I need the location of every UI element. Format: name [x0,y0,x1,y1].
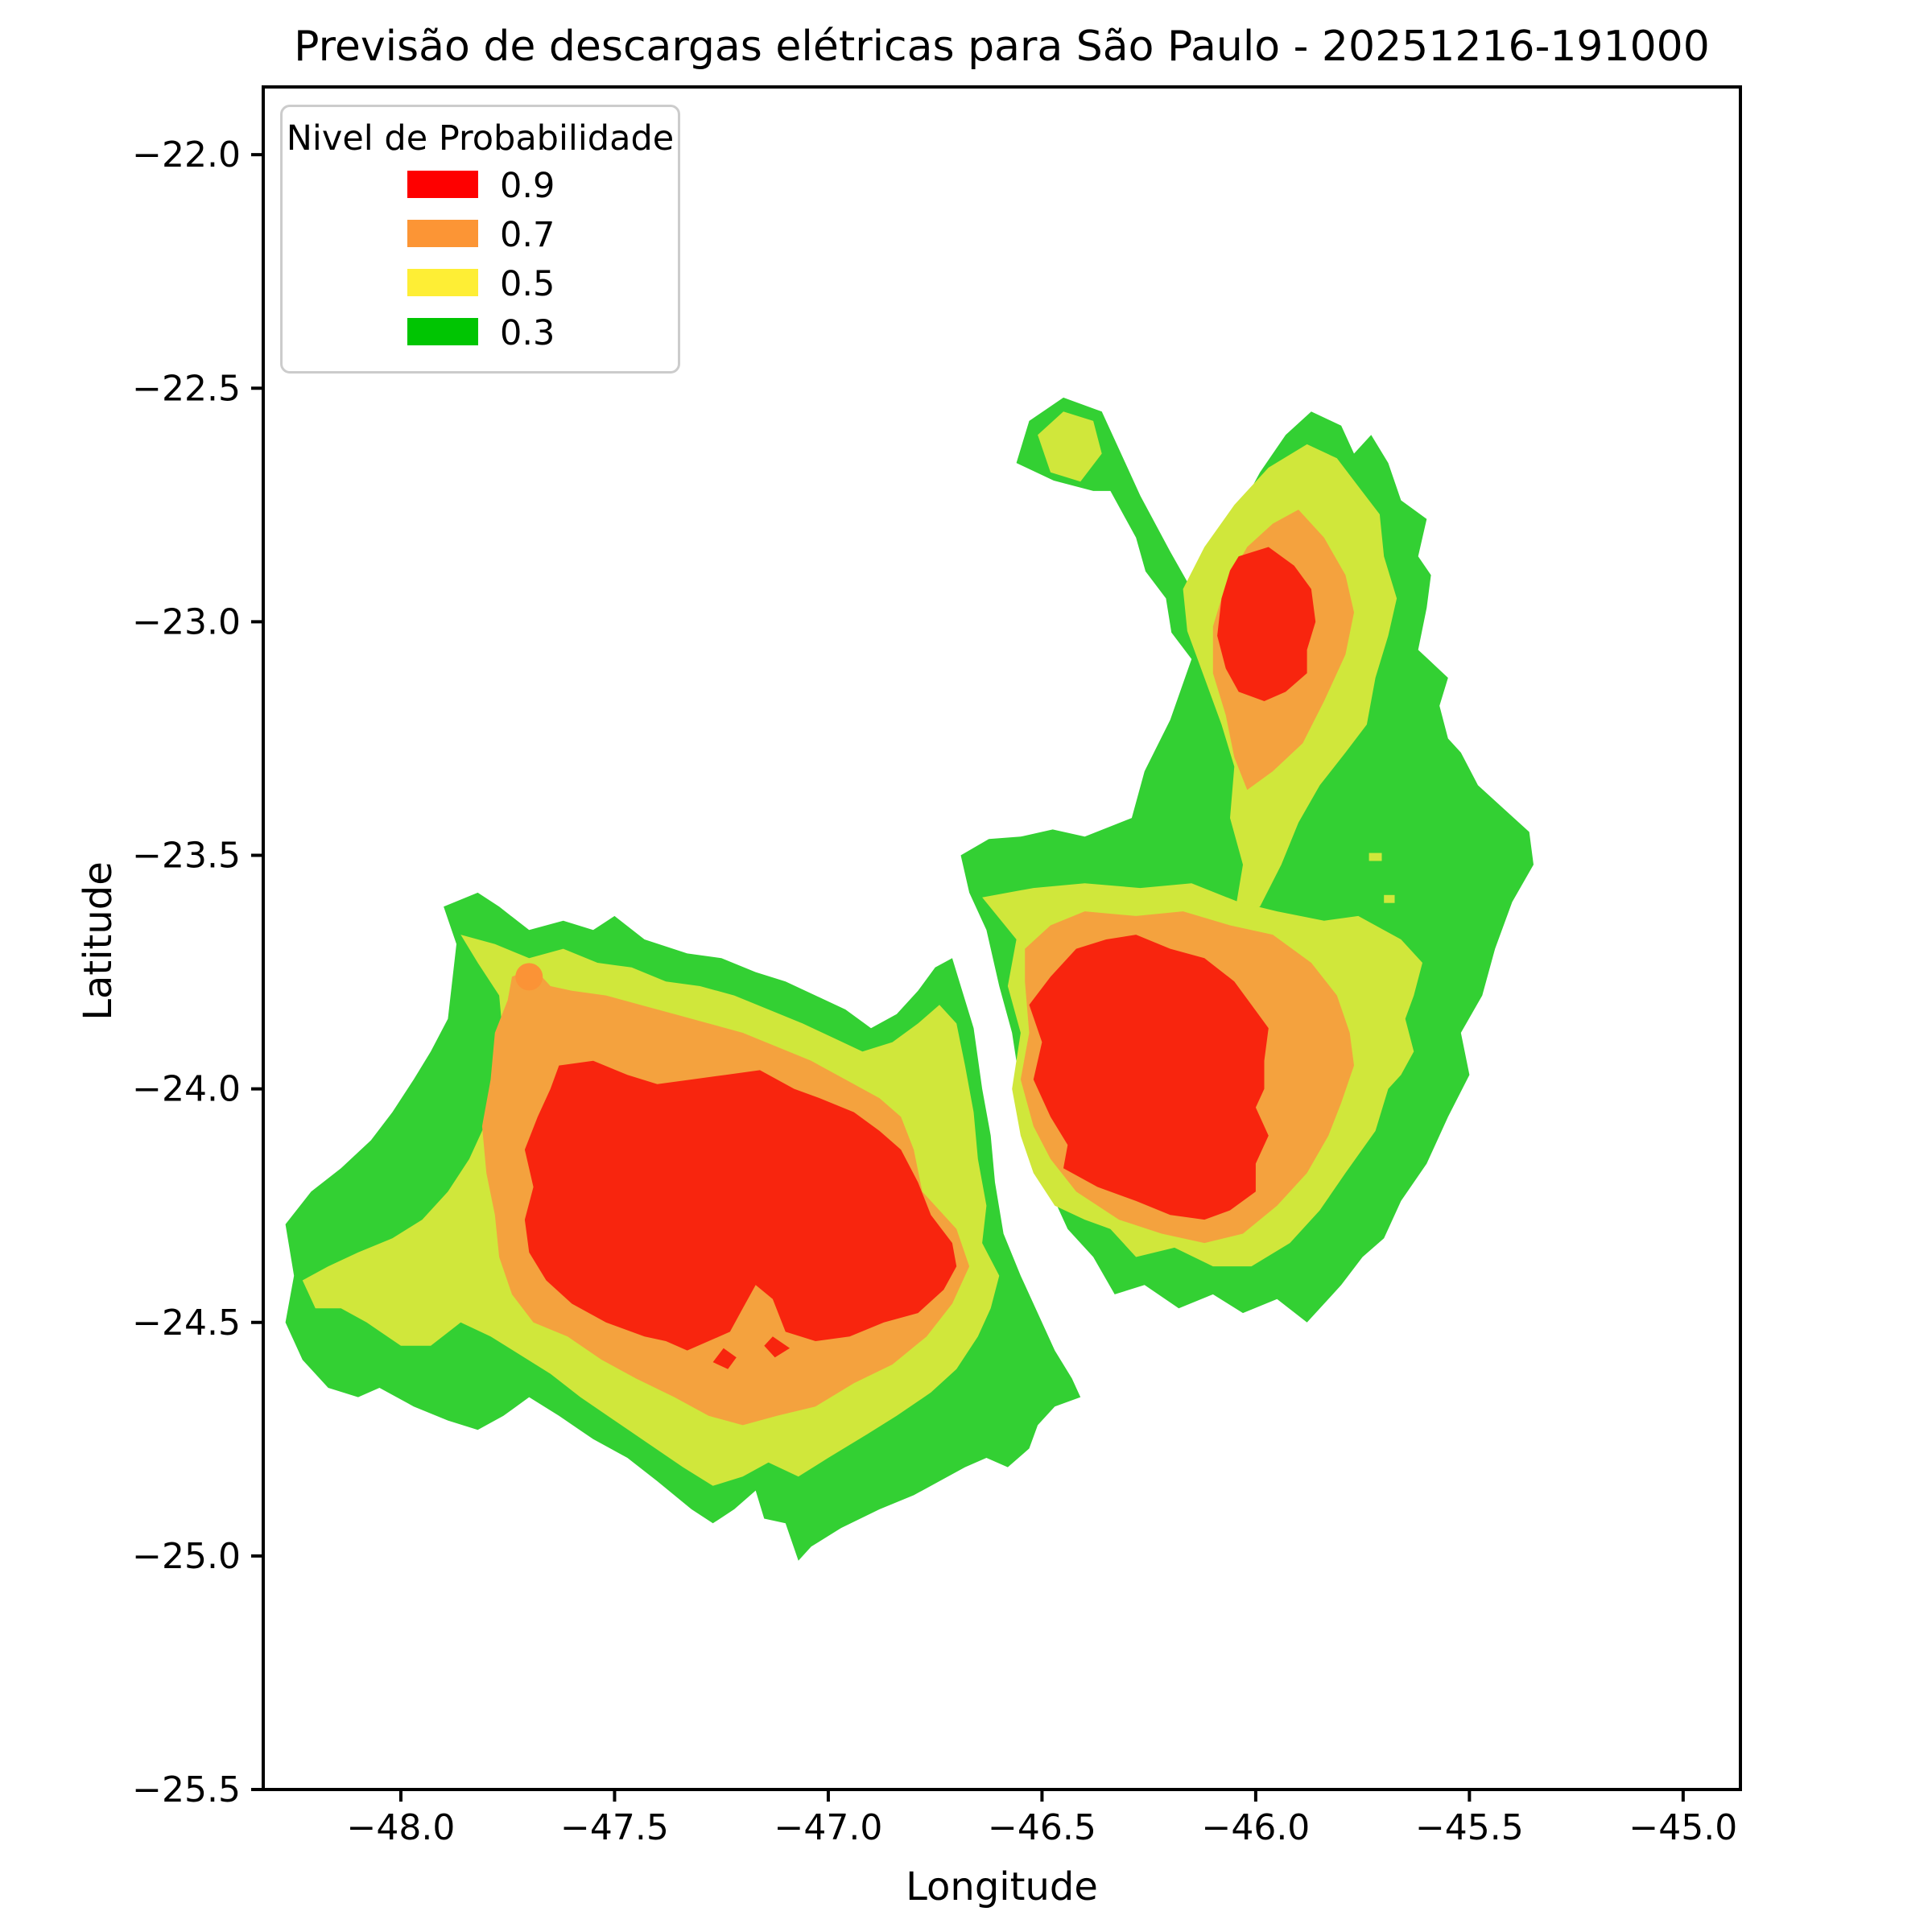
legend: Nivel de Probabilidade 0.9 0.7 0.5 0.3 [280,105,680,374]
legend-label: 0.5 [500,264,555,304]
x-tick-label: −46.5 [988,1807,1096,1848]
x-tick-label: −46.0 [1201,1807,1310,1848]
chart-title: Previsão de descargas elétricas para São… [294,23,1710,71]
y-tick-label: −25.0 [132,1536,241,1577]
legend-swatch-0.3 [407,318,478,345]
y-tick-label: −23.0 [132,601,241,642]
legend-swatch-0.5 [407,269,478,296]
y-tick-label: −22.0 [132,134,241,175]
x-axis-label: Longitude [906,1864,1098,1909]
southwest-red-fragment-2-region [764,1336,791,1358]
x-tick-label: −47.0 [774,1807,883,1848]
legend-label: 0.9 [500,166,555,206]
legend-entry-0.9: 0.9 [283,166,678,206]
y-tick-label: −24.5 [132,1302,241,1344]
north-red-region [1217,547,1316,701]
legend-swatch-0.7 [407,220,478,247]
legend-swatch-0.9 [407,171,478,198]
y-tick-label: −23.5 [132,836,241,877]
x-tick-label: −47.5 [560,1807,669,1848]
north-blob-yellow-region [1038,411,1102,482]
x-tick-label: −45.0 [1629,1807,1737,1848]
middle-red-region [1029,935,1269,1220]
legend-entry-0.3: 0.3 [283,313,678,353]
southwest-red-fragment-1-region [712,1348,737,1369]
bridge-yellow-speck-1-region [1368,852,1382,861]
southwest-red-region [524,1060,957,1351]
x-tick-label: −45.5 [1415,1807,1524,1848]
y-tick-label: −25.5 [132,1769,241,1810]
legend-label: 0.7 [500,215,555,255]
bridge-yellow-speck-2-region [1384,894,1395,903]
orange-dot-marker-region [515,963,543,991]
legend-entry-0.7: 0.7 [283,215,678,255]
contour-bands [285,397,1534,1561]
legend-entry-0.5: 0.5 [283,264,678,304]
y-tick-label: −24.0 [132,1069,241,1110]
y-tick-label: −22.5 [132,368,241,409]
y-axis-label: Latitude [76,861,121,1021]
legend-title: Nivel de Probabilidade [286,118,675,159]
x-tick-label: −48.0 [347,1807,456,1848]
legend-label: 0.3 [500,313,555,353]
plot-frame [262,85,1742,1791]
